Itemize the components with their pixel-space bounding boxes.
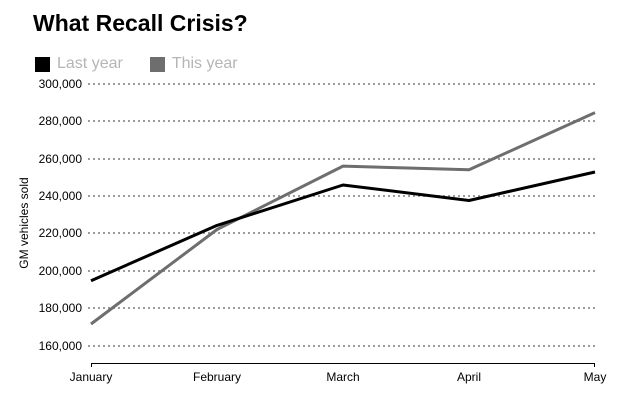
y-tick-label: 300,000	[38, 77, 82, 91]
chart-title: What Recall Crisis?	[33, 10, 248, 36]
legend-label-last-year: Last year	[57, 55, 123, 72]
gridline	[88, 83, 595, 85]
y-tick-label: 260,000	[38, 151, 82, 166]
gridline	[88, 120, 595, 123]
gridline	[88, 232, 595, 235]
legend-label-this-year: This year	[171, 55, 238, 72]
x-tick-label: May	[583, 370, 607, 384]
y-tick-label: 200,000	[38, 263, 82, 278]
x-tick-label: January	[69, 370, 113, 384]
legend-swatch-last-year-icon	[35, 56, 50, 72]
legend: Last year This year	[35, 55, 238, 73]
y-tick-label: 180,000	[38, 301, 82, 316]
x-axis-line	[91, 363, 595, 367]
x-tick-label: February	[192, 370, 242, 384]
gridline	[88, 269, 595, 272]
gridline	[88, 195, 595, 198]
gridline	[88, 157, 595, 160]
line-last-year	[90, 170, 596, 283]
gridline	[88, 307, 595, 310]
legend-swatch-this-year-icon	[149, 56, 165, 72]
x-tick-label: April	[456, 370, 481, 384]
gridline	[88, 344, 595, 347]
line-this-year	[90, 111, 596, 326]
legend-item-this-year: This year	[149, 55, 238, 73]
y-tick-label: 240,000	[38, 189, 82, 204]
legend-item-last-year: Last year	[35, 55, 123, 73]
x-tick-label: March	[326, 370, 360, 384]
y-tick-label: 160,000	[38, 338, 82, 353]
y-tick-label: 280,000	[38, 114, 82, 129]
y-tick-label: 220,000	[38, 226, 82, 241]
